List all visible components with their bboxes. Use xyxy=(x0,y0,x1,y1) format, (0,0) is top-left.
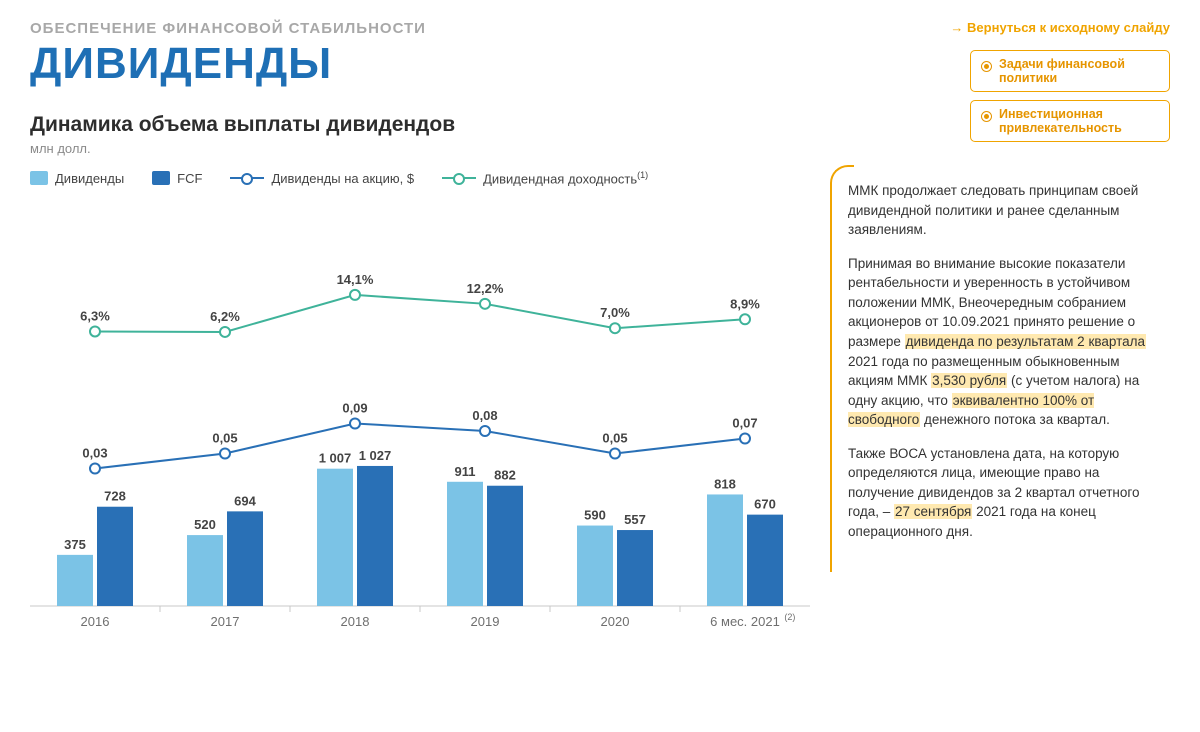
nav-button-investment-appeal[interactable]: Инвестиционная привлекательность xyxy=(970,100,1170,142)
svg-text:6,3%: 6,3% xyxy=(80,309,110,324)
svg-text:2017: 2017 xyxy=(211,614,240,629)
highlight-text: дивиденда по результатам 2 квартала xyxy=(905,334,1146,349)
svg-text:694: 694 xyxy=(234,494,256,509)
svg-text:(2): (2) xyxy=(784,612,795,622)
svg-text:2016: 2016 xyxy=(81,614,110,629)
svg-text:2018: 2018 xyxy=(341,614,370,629)
svg-text:728: 728 xyxy=(104,489,126,504)
legend-yield: Дивидендная доходность(1) xyxy=(442,170,648,186)
svg-text:6 мес. 2021: 6 мес. 2021 xyxy=(710,614,780,629)
svg-text:0,05: 0,05 xyxy=(212,431,237,446)
nav-button-financial-goals[interactable]: Задачи финансовой политики xyxy=(970,50,1170,92)
svg-text:0,08: 0,08 xyxy=(472,408,497,423)
svg-text:375: 375 xyxy=(64,537,86,552)
legend-label: Дивидендная доходность(1) xyxy=(483,170,648,186)
section-overtitle: ОБЕСПЕЧЕНИЕ ФИНАНСОВОЙ СТАБИЛЬНОСТИ xyxy=(30,20,810,37)
svg-text:2019: 2019 xyxy=(471,614,500,629)
svg-text:0,03: 0,03 xyxy=(82,446,107,461)
legend-label: FCF xyxy=(177,171,202,186)
svg-text:6,2%: 6,2% xyxy=(210,309,240,324)
legend-fcf: FCF xyxy=(152,171,202,186)
swatch-icon xyxy=(30,171,48,185)
line-marker-icon xyxy=(442,177,476,179)
chart-title: Динамика объема выплаты дивидендов xyxy=(30,113,810,137)
info-paragraph: Также ВОСА установлена дата, на которую … xyxy=(848,444,1164,542)
svg-text:1 027: 1 027 xyxy=(359,448,392,463)
svg-text:670: 670 xyxy=(754,497,776,512)
svg-text:7,0%: 7,0% xyxy=(600,306,630,321)
highlight-text: 27 сентября xyxy=(894,504,972,519)
svg-text:818: 818 xyxy=(714,477,736,492)
svg-text:0,09: 0,09 xyxy=(342,401,367,416)
line-marker-icon xyxy=(230,177,264,179)
info-paragraph: ММК продолжает следовать принципам своей… xyxy=(848,181,1164,240)
legend-label: Дивиденды на акцию, $ xyxy=(271,171,414,186)
svg-text:1 007: 1 007 xyxy=(319,451,352,466)
swatch-icon xyxy=(152,171,170,185)
legend-label: Дивиденды xyxy=(55,171,124,186)
svg-text:520: 520 xyxy=(194,517,216,532)
svg-text:14,1%: 14,1% xyxy=(337,272,374,287)
svg-text:0,07: 0,07 xyxy=(732,416,757,431)
back-link[interactable]: → Вернуться к исходному слайду xyxy=(950,20,1170,35)
svg-text:557: 557 xyxy=(624,512,646,527)
chart-canvas: 2016 2017 2018 2019 2020 6 мес. 2021 (2) 375 728… xyxy=(30,196,810,671)
svg-text:0,05: 0,05 xyxy=(602,431,627,446)
highlight-text: 3,530 рубля xyxy=(931,373,1007,388)
svg-text:2020: 2020 xyxy=(601,614,630,629)
legend-dividends: Дивиденды xyxy=(30,171,124,186)
chart-unit: млн долл. xyxy=(30,141,810,156)
info-paragraph: Принимая во внимание высокие показатели … xyxy=(848,254,1164,430)
info-panel: ММК продолжает следовать принципам своей… xyxy=(830,165,1170,572)
svg-text:590: 590 xyxy=(584,508,606,523)
legend-dps: Дивиденды на акцию, $ xyxy=(230,171,414,186)
svg-text:882: 882 xyxy=(494,468,516,483)
svg-text:12,2%: 12,2% xyxy=(467,281,504,296)
page-title: ДИВИДЕНДЫ xyxy=(30,39,810,89)
chart-legend: Дивиденды FCF Дивиденды на акцию, $ Диви… xyxy=(30,170,810,186)
svg-text:8,9%: 8,9% xyxy=(730,297,760,312)
svg-text:911: 911 xyxy=(455,464,476,479)
